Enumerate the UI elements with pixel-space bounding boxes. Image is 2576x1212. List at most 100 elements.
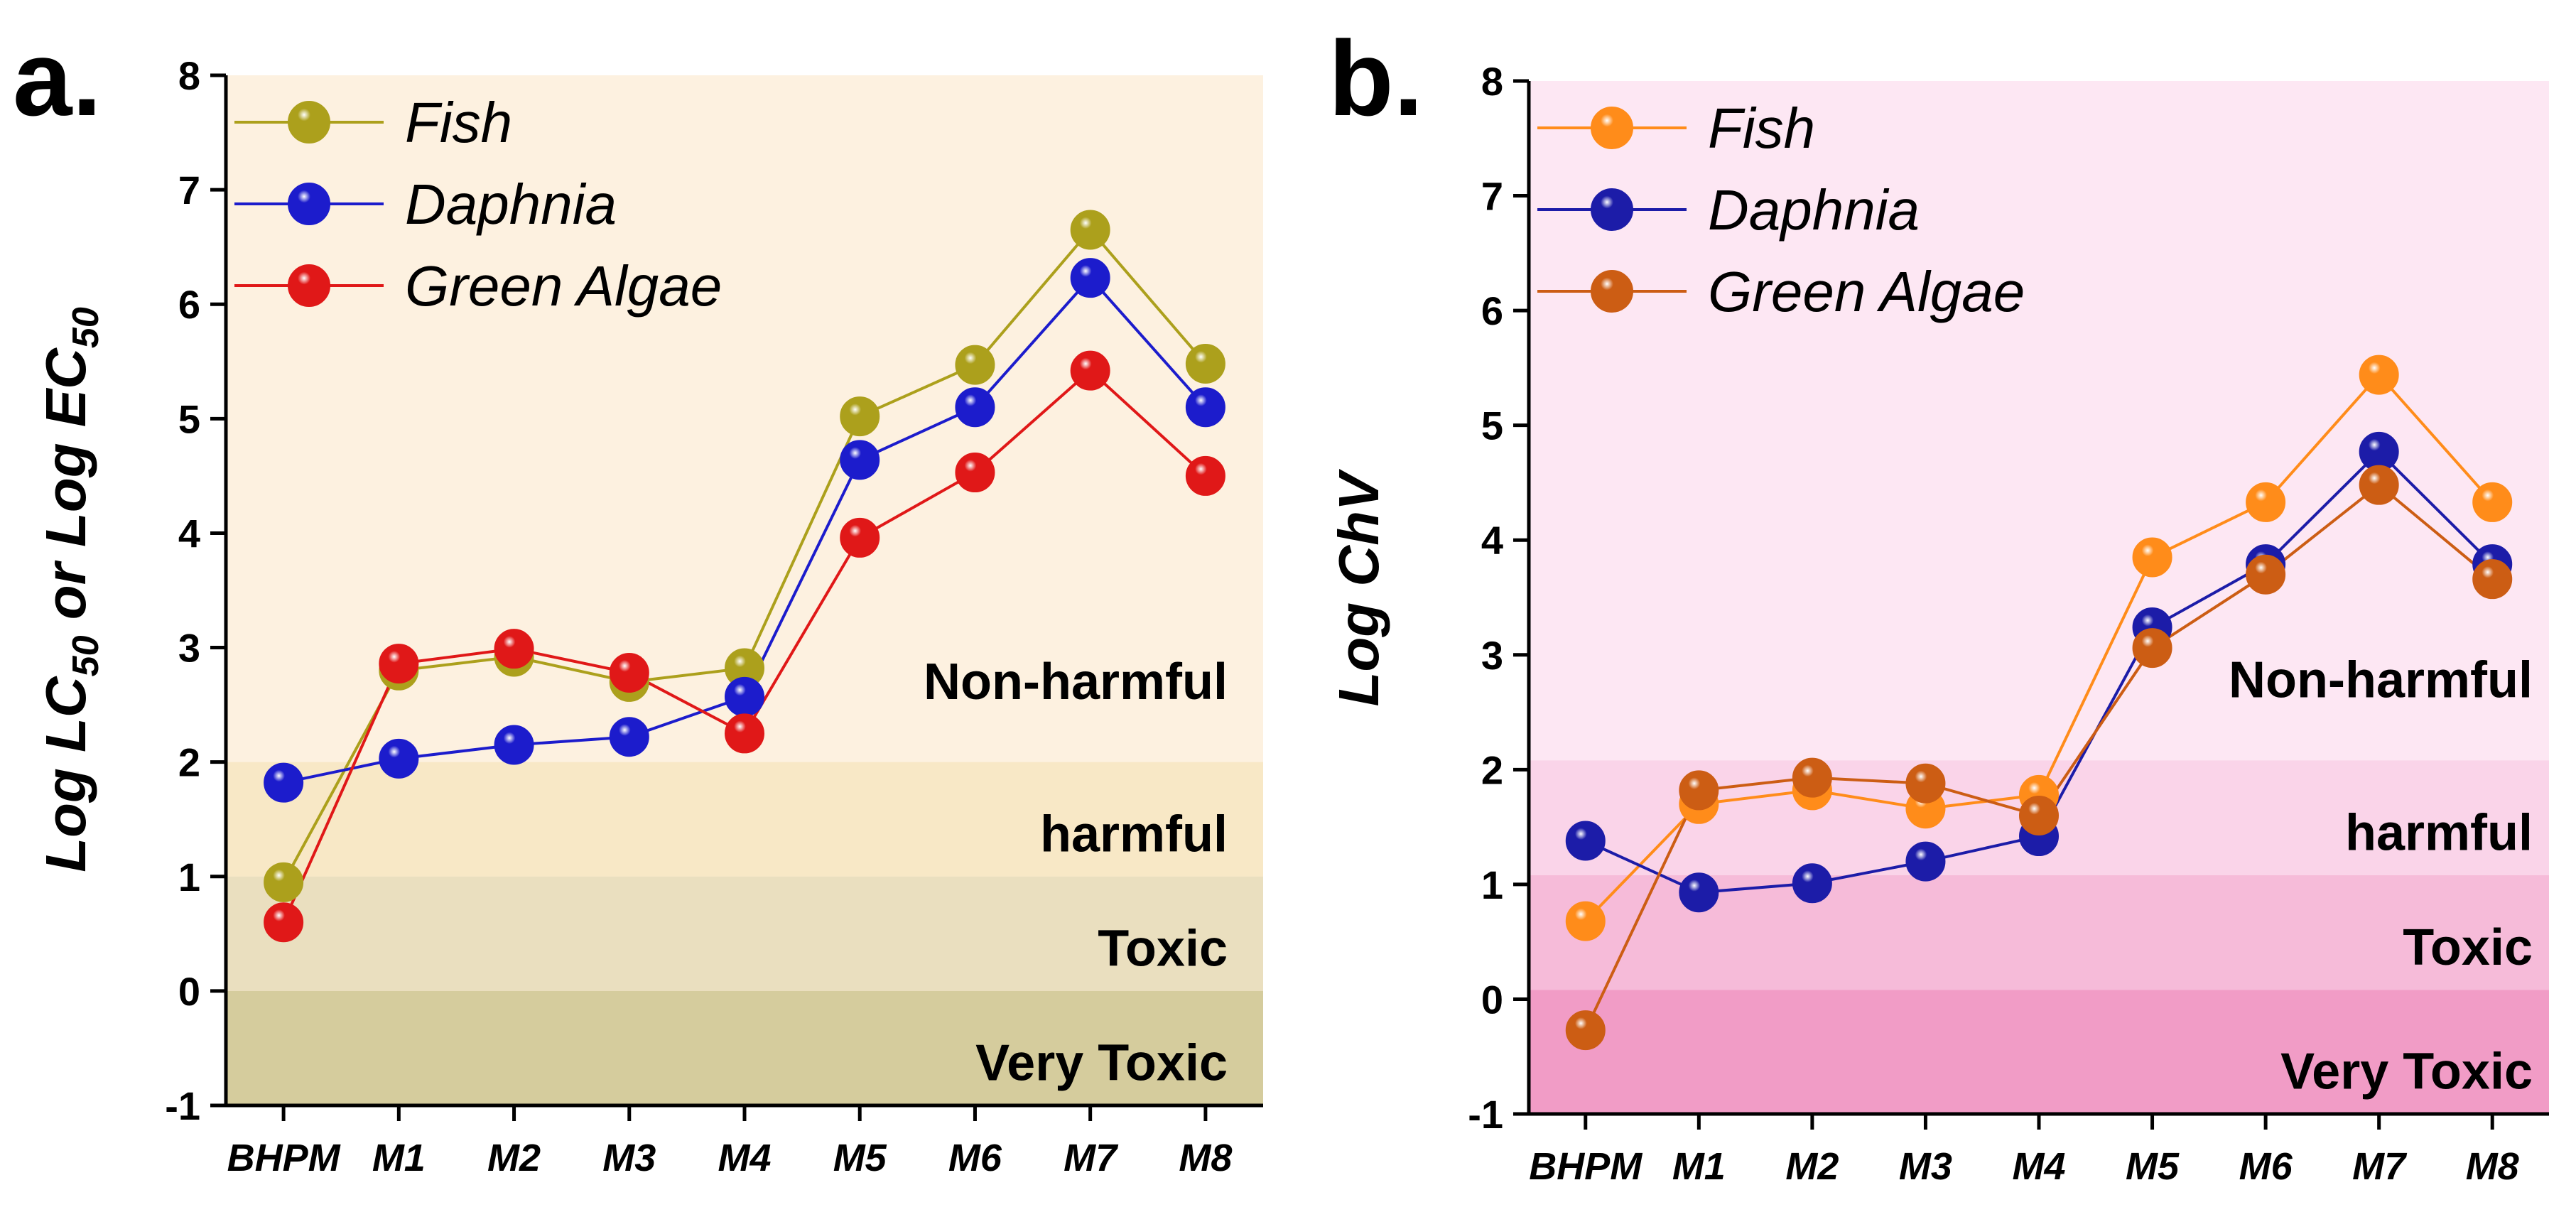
panel-label: b. bbox=[1328, 18, 1423, 138]
zone-harmful-band bbox=[226, 762, 1263, 877]
x-tick-label: M2 bbox=[1785, 1145, 1839, 1188]
zone-label-non-harmful: Non-harmful bbox=[924, 654, 1228, 710]
data-point-green-algae-m2 bbox=[494, 629, 534, 669]
y-axis-label-subscript: 50 bbox=[65, 307, 107, 348]
y-tick-label: -1 bbox=[165, 1083, 200, 1128]
x-tick-label: M4 bbox=[2012, 1145, 2065, 1188]
data-point-green-algae-m8 bbox=[1185, 455, 1225, 496]
y-tick-label: 7 bbox=[1481, 174, 1503, 219]
y-tick-label: 0 bbox=[1481, 977, 1503, 1022]
y-axis-label-part: or Log EC bbox=[34, 347, 97, 636]
y-tick-label: 1 bbox=[1481, 862, 1503, 907]
data-point-daphnia-m2 bbox=[1792, 863, 1832, 904]
y-tick-label: 3 bbox=[1481, 633, 1503, 678]
x-tick-label: M5 bbox=[2126, 1145, 2180, 1188]
y-axis-label: Log LC50 or Log EC50 bbox=[34, 307, 107, 872]
legend-label-daphnia: Daphnia bbox=[1708, 178, 1920, 242]
data-point-fish-m8 bbox=[1185, 344, 1225, 384]
data-point-daphnia-m5 bbox=[840, 440, 880, 480]
x-tick-label: M2 bbox=[487, 1137, 541, 1179]
y-tick-label: 5 bbox=[1481, 404, 1503, 448]
data-point-green-algae-m7 bbox=[2359, 465, 2399, 505]
legend-marker-fish bbox=[1591, 107, 1633, 149]
y-tick-label: 8 bbox=[178, 53, 200, 98]
y-axis-label-part: Log LC bbox=[34, 676, 97, 872]
data-point-fish-m8 bbox=[2472, 482, 2513, 522]
data-point-green-algae-m3 bbox=[609, 653, 649, 693]
data-point-green-algae-m6 bbox=[2246, 554, 2286, 595]
data-point-daphnia-m8 bbox=[1185, 387, 1225, 428]
y-tick-label: 2 bbox=[178, 740, 200, 785]
y-tick-label: 2 bbox=[1481, 747, 1503, 792]
y-tick-label: 8 bbox=[1481, 59, 1503, 104]
zone-non-harmful-band bbox=[1529, 81, 2549, 761]
y-axis-label-subscript: 50 bbox=[65, 635, 107, 676]
data-point-green-algae-bhpm bbox=[264, 902, 304, 943]
x-tick-label: BHPM bbox=[1529, 1145, 1643, 1188]
panel-b: Non-harmful harmful Toxic Very Toxic -1 0 1 2 3 4… bbox=[1327, 18, 2549, 1188]
data-point-green-algae-m4 bbox=[725, 713, 764, 754]
data-point-daphnia-m7 bbox=[1070, 258, 1110, 298]
y-tick-label: 0 bbox=[178, 969, 200, 1014]
data-point-daphnia-m1 bbox=[1679, 872, 1719, 913]
zone-label-non-harmful: Non-harmful bbox=[2229, 652, 2533, 709]
legend-marker-daphnia bbox=[288, 183, 330, 225]
x-tick-label: M7 bbox=[2352, 1145, 2408, 1188]
y-axis-label: Log ChV bbox=[1327, 469, 1390, 706]
panel-a: Non-harmful harmful Toxic Very Toxic -1 0 1 2 3 4… bbox=[13, 18, 1263, 1179]
zone-label-very-toxic: Very Toxic bbox=[2280, 1043, 2533, 1100]
data-point-green-algae-m8 bbox=[2472, 559, 2513, 600]
data-point-green-algae-m3 bbox=[1905, 763, 1946, 804]
data-point-green-algae-m1 bbox=[1679, 770, 1719, 811]
legend-marker-daphnia bbox=[1591, 188, 1633, 231]
data-point-fish-m7 bbox=[2359, 355, 2399, 395]
data-point-fish-m5 bbox=[840, 396, 880, 437]
y-tick-label: 6 bbox=[1481, 288, 1503, 333]
x-tick-label: M7 bbox=[1064, 1137, 1119, 1179]
legend-label-green-algae: Green Algae bbox=[1708, 260, 2025, 323]
y-tick-label: 6 bbox=[178, 282, 200, 327]
x-tick-label: M8 bbox=[1179, 1137, 1232, 1179]
x-tick-label: M8 bbox=[2466, 1145, 2519, 1188]
legend-label-fish: Fish bbox=[1708, 97, 1815, 160]
zone-very-toxic-band bbox=[226, 990, 1263, 1105]
x-tick-label: M3 bbox=[1899, 1145, 1952, 1188]
data-point-fish-bhpm bbox=[1565, 901, 1606, 941]
data-point-daphnia-m3 bbox=[609, 717, 649, 757]
legend-label-fish: Fish bbox=[405, 91, 512, 154]
y-tick-label: 7 bbox=[178, 168, 200, 212]
data-point-fish-m6 bbox=[955, 345, 995, 385]
data-point-green-algae-m5 bbox=[2132, 628, 2172, 669]
zone-label-toxic: Toxic bbox=[1098, 920, 1228, 977]
y-tick-label: 4 bbox=[1481, 518, 1503, 563]
data-point-daphnia-bhpm bbox=[1565, 821, 1606, 861]
data-point-green-algae-bhpm bbox=[1565, 1010, 1606, 1051]
data-point-green-algae-m4 bbox=[2019, 795, 2059, 835]
zone-toxic-band bbox=[226, 876, 1263, 991]
x-tick-label: M6 bbox=[948, 1137, 1002, 1179]
data-point-daphnia-m4 bbox=[725, 676, 764, 717]
x-tick-label: M1 bbox=[1672, 1145, 1726, 1188]
data-point-green-algae-m1 bbox=[379, 644, 419, 684]
legend-label-daphnia: Daphnia bbox=[405, 173, 617, 236]
y-tick-label: 4 bbox=[178, 511, 200, 556]
zone-label-very-toxic: Very Toxic bbox=[975, 1035, 1228, 1092]
zone-very-toxic-band bbox=[1529, 990, 2549, 1114]
x-tick-label: M3 bbox=[602, 1137, 656, 1179]
data-point-green-algae-m7 bbox=[1070, 350, 1110, 391]
y-tick-label: -1 bbox=[1468, 1092, 1503, 1137]
panel-label: a. bbox=[13, 18, 102, 138]
legend-marker-green-algae bbox=[288, 264, 330, 307]
legend-marker-fish bbox=[288, 101, 330, 144]
y-tick-label: 5 bbox=[178, 396, 200, 441]
legend-label-green-algae: Green Algae bbox=[405, 254, 722, 318]
x-tick-label: M6 bbox=[2239, 1145, 2293, 1188]
data-point-green-algae-m5 bbox=[840, 517, 880, 558]
data-point-fish-m7 bbox=[1070, 210, 1110, 250]
y-tick-label: 1 bbox=[178, 855, 200, 899]
data-point-fish-m6 bbox=[2246, 482, 2286, 522]
data-point-fish-bhpm bbox=[264, 862, 304, 902]
x-tick-label: M4 bbox=[718, 1137, 771, 1179]
data-point-daphnia-m2 bbox=[494, 725, 534, 765]
